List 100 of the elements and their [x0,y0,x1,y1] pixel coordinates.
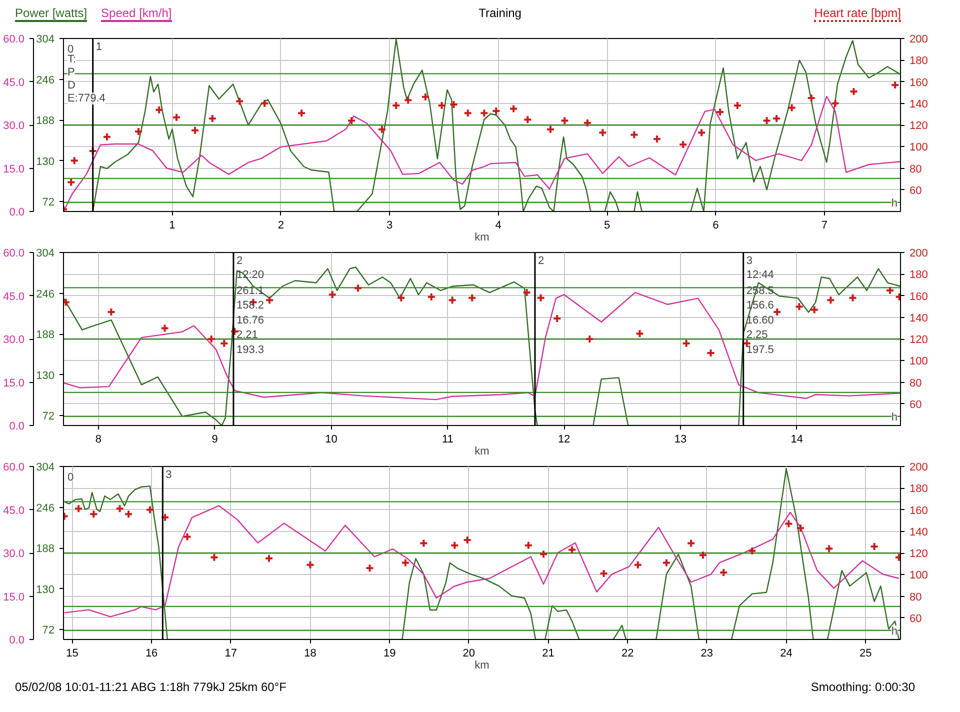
point [328,290,337,300]
y-tick-label: 188 [36,115,55,128]
annotation: 0 [68,44,74,56]
point [830,98,840,108]
x-tick-label: 22 [621,648,634,660]
point [538,550,548,559]
annotation: 2.25 [746,329,768,342]
y2-tick-label: 60 [910,612,922,625]
y2-tick-label: 140 [910,526,928,538]
x-axis-title: km [474,232,490,244]
annotation: D [68,80,76,92]
point [426,292,436,302]
annotation: h [891,198,898,210]
point [354,284,363,293]
y3-axis-title: Speed [km/h] [101,6,172,22]
y-tick-label: 130 [36,584,55,596]
line-series [64,505,900,618]
point [115,504,124,514]
y3-tick-label: 60.0 [3,34,25,46]
y3-tick-label: 45.0 [3,290,25,303]
point [662,558,671,568]
point [89,510,98,519]
point [102,132,112,142]
y3-tick-label: 30.0 [3,334,25,346]
point [220,338,229,348]
point [210,552,219,562]
point [524,540,533,550]
y-axis-title: Power [watts] [15,6,88,22]
x-tick-label: 16 [145,648,158,660]
x-tick-label: 18 [304,648,316,660]
point [784,519,794,528]
y-tick-label: 304 [36,462,55,474]
x-tick-label: 3 [386,220,393,232]
point [598,128,608,138]
point [796,524,806,533]
y3-tick-label: 15.0 [3,591,25,604]
annotation: 2.21 [236,329,258,342]
x-tick-label: 24 [780,648,792,660]
annotation: 3 [166,469,172,482]
point [450,540,460,550]
point [682,338,691,348]
y3-tick-label: 0.0 [9,420,25,432]
point [66,178,76,187]
point [448,296,457,305]
annotation: E:779.4 [68,92,106,104]
point [794,302,804,312]
point [235,96,244,106]
point [420,92,430,102]
annotation: h [891,412,898,424]
y-tick-label: 72 [42,196,55,209]
y2-tick-label: 200 [910,248,928,260]
annotation: 3 [746,255,752,268]
chart-title: Training [478,5,522,22]
point [686,538,696,548]
point [585,334,594,344]
x-tick-label: 21 [542,648,554,660]
x-tick-label: 12 [558,434,570,446]
y-tick-label: 188 [36,329,55,342]
x-tick-label: 4 [495,220,502,232]
point [582,118,592,128]
x-tick-label: 11 [442,434,454,446]
y2-tick-label: 160 [910,504,928,517]
point [404,96,413,105]
x-tick-label: 1 [169,220,176,232]
annotation: 16.60 [746,314,774,326]
point [698,550,708,560]
y3-tick-label: 45.0 [3,504,25,517]
y2-tick-label: 60 [910,184,922,197]
x-tick-label: 10 [325,434,338,446]
x-axis-title: km [474,446,490,458]
y3-tick-label: 60.0 [3,248,25,260]
point [206,334,216,344]
point [762,116,772,126]
y2-axis-title: Heart rate [bpm] [814,6,901,22]
x-tick-label: 25 [859,648,872,660]
y2-tick-label: 120 [910,120,928,132]
annotation: 197.5 [746,344,774,356]
point [787,103,796,112]
y3-tick-label: 15.0 [3,163,25,176]
point [74,504,84,514]
point [182,532,192,542]
y3-tick-label: 30.0 [3,120,25,132]
y-tick-label: 188 [36,543,55,556]
point [848,293,858,302]
y-tick-label: 72 [42,624,55,637]
y2-tick-label: 120 [910,334,928,346]
x-tick-label: 8 [95,434,102,446]
point [306,560,315,570]
y-tick-label: 246 [36,288,55,300]
point [70,156,79,166]
annotation: T: [68,54,76,66]
y-tick-label: 246 [36,74,55,86]
y2-tick-label: 120 [910,548,928,560]
y3-tick-label: 30.0 [3,548,25,560]
y3-tick-label: 45.0 [3,76,25,89]
x-tick-label: 13 [674,434,687,446]
y2-tick-label: 100 [910,570,928,582]
point [400,558,410,568]
point [635,329,644,338]
y-tick-label: 304 [36,34,55,46]
